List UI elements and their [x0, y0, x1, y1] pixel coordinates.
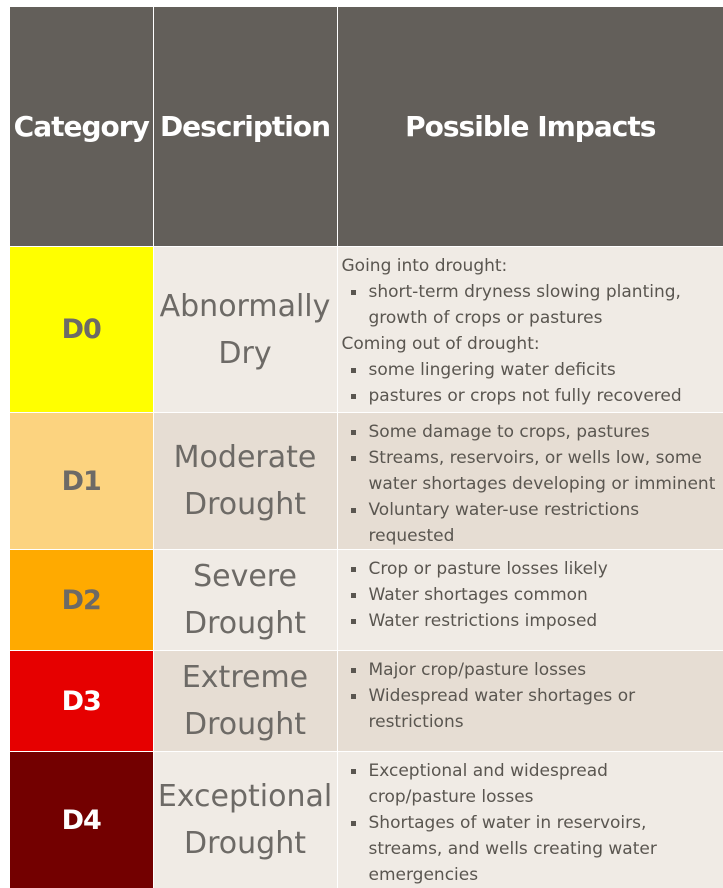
- impacts-cell-d2: Crop or pasture losses likely Water shor…: [337, 550, 723, 651]
- list-item: some lingering water deficits: [369, 357, 720, 383]
- impacts-list: Some damage to crops, pastures Streams, …: [342, 419, 720, 549]
- impacts-cell-d3: Major crop/pasture losses Widespread wat…: [337, 651, 723, 752]
- category-cell-d0: D0: [10, 247, 153, 413]
- description-cell-d0: Abnormally Dry: [153, 247, 337, 413]
- table-row-d2: D2 Severe Drought Crop or pasture losses…: [10, 550, 723, 651]
- list-item: Some damage to crops, pastures: [369, 419, 720, 445]
- description-line: Exceptional: [154, 773, 337, 820]
- list-item: pastures or crops not fully recovered: [369, 383, 720, 409]
- category-cell-d3: D3: [10, 651, 153, 752]
- impacts-cell-d4: Exceptional and widespread crop/pasture …: [337, 752, 723, 888]
- list-item: Shortages of water in reservoirs, stream…: [369, 810, 720, 888]
- description-line: Extreme: [154, 654, 337, 701]
- description-line: Drought: [154, 701, 337, 748]
- impacts-cell-d0: Going into drought: short-term dryness s…: [337, 247, 723, 413]
- impacts-cell-d1: Some damage to crops, pastures Streams, …: [337, 413, 723, 550]
- header-description: Description: [153, 7, 337, 247]
- table-row-d0: D0 Abnormally Dry Going into drought: sh…: [10, 247, 723, 413]
- drought-severity-table: Category Description Possible Impacts D0…: [10, 7, 723, 888]
- impacts-list: some lingering water deficits pastures o…: [342, 357, 720, 409]
- table-row-d4: D4 Exceptional Drought Exceptional and w…: [10, 752, 723, 888]
- table-row-d3: D3 Extreme Drought Major crop/pasture lo…: [10, 651, 723, 752]
- description-cell-d1: Moderate Drought: [153, 413, 337, 550]
- list-item: Crop or pasture losses likely: [369, 556, 720, 582]
- description-line: Dry: [154, 330, 337, 377]
- table-header-row: Category Description Possible Impacts: [10, 7, 723, 247]
- list-item: Streams, reservoirs, or wells low, some …: [369, 445, 720, 497]
- list-item: Widespread water shortages or restrictio…: [369, 683, 720, 735]
- impacts-list: Exceptional and widespread crop/pasture …: [342, 758, 720, 888]
- category-cell-d2: D2: [10, 550, 153, 651]
- list-item: Water shortages common: [369, 582, 720, 608]
- going-into-drought-label: Going into drought:: [342, 253, 720, 279]
- category-cell-d1: D1: [10, 413, 153, 550]
- description-line: Drought: [154, 481, 337, 528]
- list-item: Exceptional and widespread crop/pasture …: [369, 758, 720, 810]
- table-row-d1: D1 Moderate Drought Some damage to crops…: [10, 413, 723, 550]
- description-line: Severe: [154, 553, 337, 600]
- impacts-list: short-term dryness slowing planting, gro…: [342, 279, 720, 331]
- description-line: Abnormally: [154, 283, 337, 330]
- category-cell-d4: D4: [10, 752, 153, 888]
- description-cell-d4: Exceptional Drought: [153, 752, 337, 888]
- list-item: Major crop/pasture losses: [369, 657, 720, 683]
- impacts-list: Crop or pasture losses likely Water shor…: [342, 556, 720, 634]
- coming-out-of-drought-label: Coming out of drought:: [342, 331, 720, 357]
- description-line: Drought: [154, 600, 337, 647]
- list-item: Voluntary water-use restrictions request…: [369, 497, 720, 549]
- impacts-list: Major crop/pasture losses Widespread wat…: [342, 657, 720, 735]
- description-cell-d2: Severe Drought: [153, 550, 337, 651]
- description-cell-d3: Extreme Drought: [153, 651, 337, 752]
- list-item: short-term dryness slowing planting, gro…: [369, 279, 720, 331]
- drought-severity-table-wrapper: Category Description Possible Impacts D0…: [10, 7, 723, 888]
- header-possible-impacts: Possible Impacts: [337, 7, 723, 247]
- header-category: Category: [10, 7, 153, 247]
- description-line: Moderate: [154, 434, 337, 481]
- description-line: Drought: [154, 820, 337, 867]
- list-item: Water restrictions imposed: [369, 608, 720, 634]
